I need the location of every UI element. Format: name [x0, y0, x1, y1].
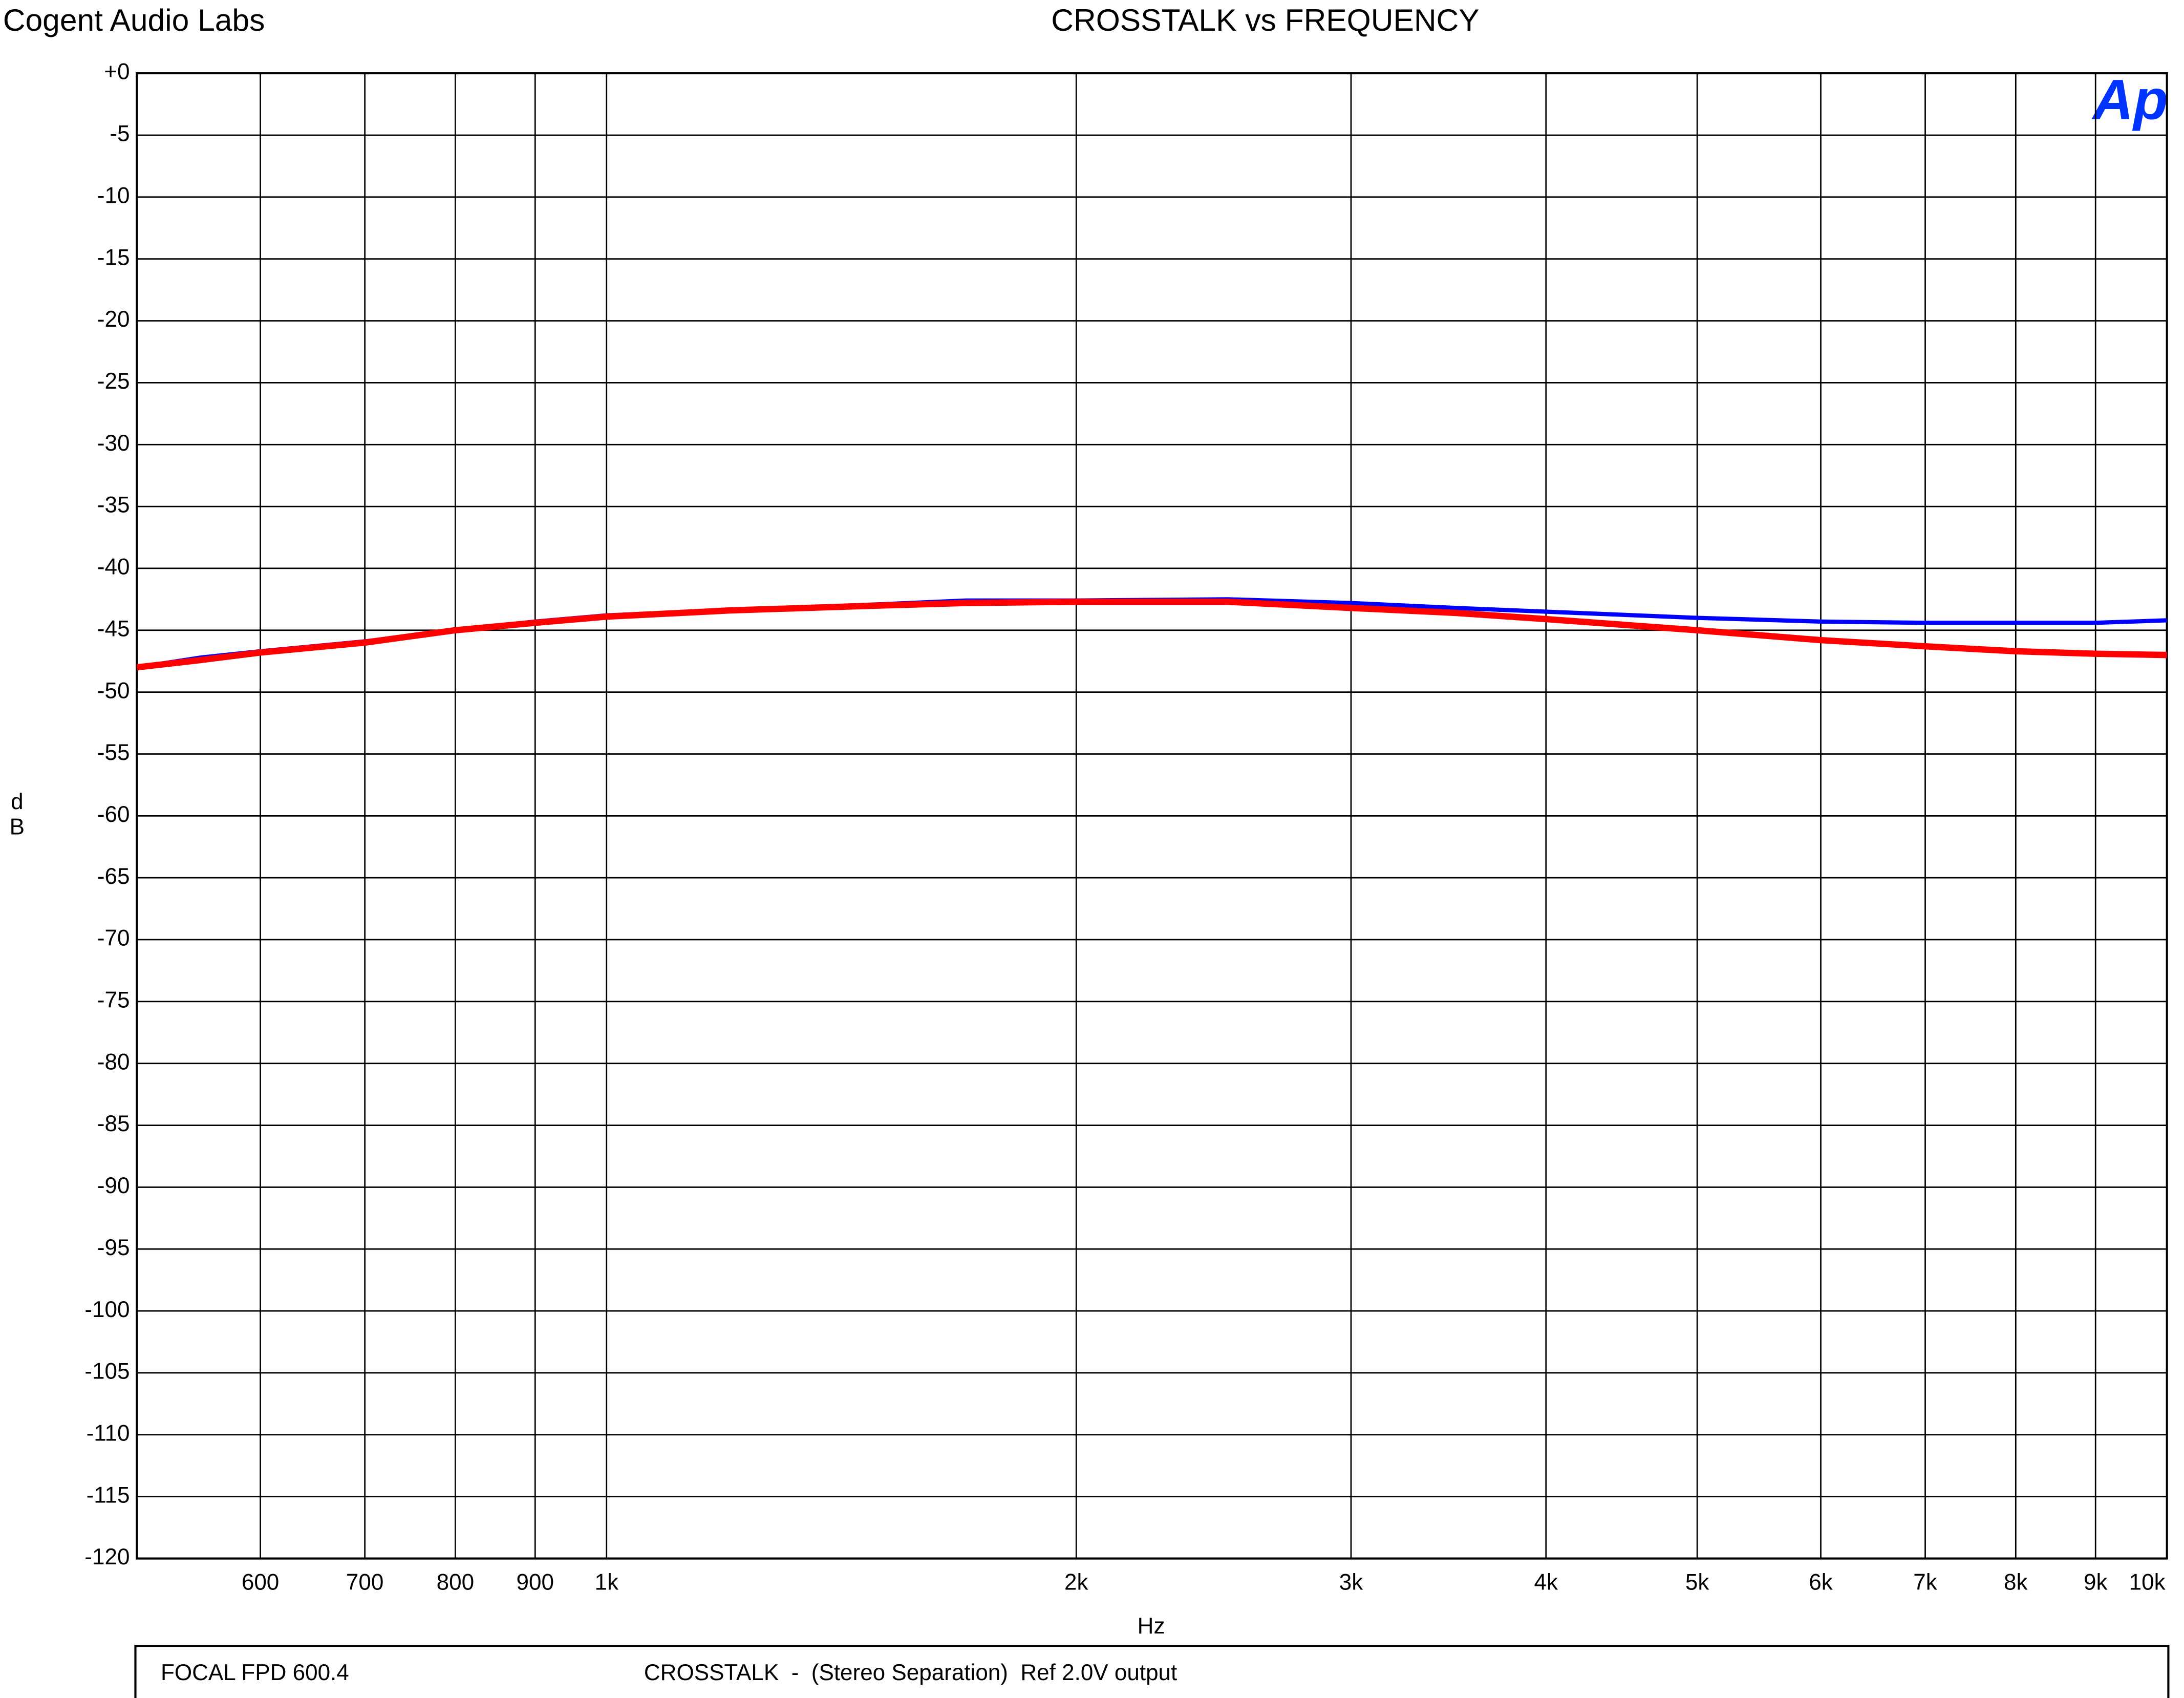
y-tick-label: -105	[84, 1359, 130, 1384]
y-tick-label: -40	[97, 555, 130, 580]
y-tick-label: -30	[97, 431, 130, 456]
y-tick-label: +0	[104, 59, 130, 84]
y-tick-label: -60	[97, 802, 130, 827]
footer-box	[134, 1645, 2170, 1698]
company: Cogent Audio Labs	[3, 3, 265, 37]
x-tick-label: 10k	[2129, 1570, 2166, 1595]
y-tick-label: -20	[97, 307, 130, 332]
y-tick-label: -5	[110, 121, 130, 146]
x-axis-label: Hz	[1138, 1614, 1165, 1639]
y-axis-label: dB	[5, 790, 30, 840]
x-tick-label: 900	[517, 1570, 554, 1595]
y-tick-label: -100	[84, 1297, 130, 1322]
x-tick-label: 8k	[2004, 1570, 2028, 1595]
footer-description: CROSSTALK - (Stereo Separation) Ref 2.0V…	[644, 1660, 1177, 1685]
y-tick-label: -95	[97, 1235, 130, 1260]
y-tick-label: -25	[97, 369, 130, 394]
x-tick-label: 1k	[595, 1570, 619, 1595]
x-tick-label: 5k	[1685, 1570, 1709, 1595]
x-tick-label: 700	[346, 1570, 383, 1595]
footer-device: FOCAL FPD 600.4	[161, 1660, 349, 1685]
chart-title: CROSSTALK vs FREQUENCY	[1051, 3, 1479, 37]
x-tick-label: 600	[242, 1570, 279, 1595]
y-tick-label: -70	[97, 926, 130, 951]
y-tick-label: -55	[97, 740, 130, 765]
x-tick-label: 9k	[2084, 1570, 2108, 1595]
y-tick-label: -115	[87, 1482, 130, 1508]
data-line	[136, 598, 2167, 671]
x-tick-label: 6k	[1809, 1570, 1833, 1595]
x-tick-label: 800	[437, 1570, 474, 1595]
y-tick-label: -85	[97, 1111, 130, 1136]
y-tick-label: -90	[97, 1173, 130, 1198]
y-tick-label: -110	[87, 1420, 130, 1446]
logo: Ap	[2091, 69, 2168, 132]
x-tick-label: 4k	[1534, 1570, 1558, 1595]
y-tick-label: -45	[97, 616, 130, 641]
y-tick-label: -80	[97, 1049, 130, 1074]
y-tick-label: -75	[97, 988, 130, 1013]
x-tick-label: 3k	[1339, 1570, 1363, 1595]
y-tick-label: -15	[97, 245, 130, 270]
y-tick-label: -120	[84, 1544, 130, 1569]
y-tick-label: -10	[97, 183, 130, 208]
y-tick-label: -65	[97, 864, 130, 889]
x-tick-label: 2k	[1064, 1570, 1088, 1595]
x-tick-label: 7k	[1913, 1570, 1937, 1595]
y-tick-label: -50	[97, 678, 130, 703]
y-tick-label: -35	[97, 493, 130, 518]
